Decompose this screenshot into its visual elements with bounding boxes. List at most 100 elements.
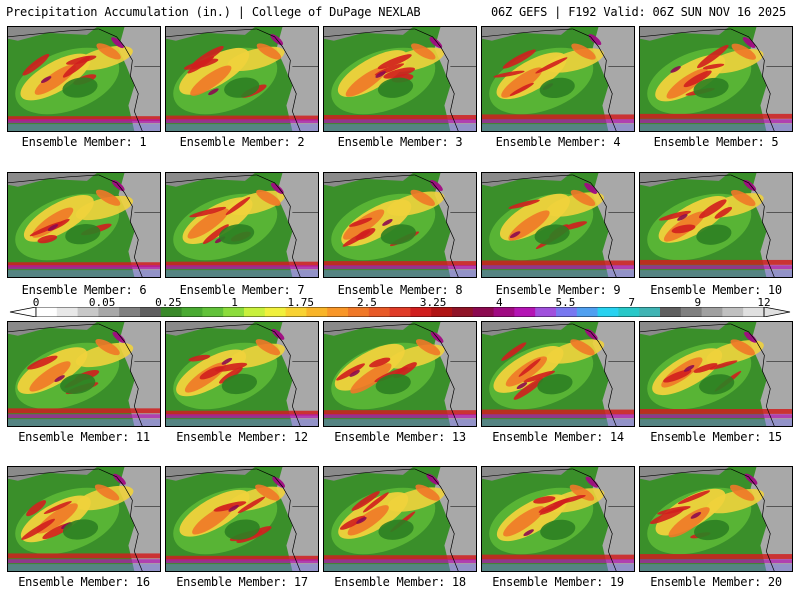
colorbar-left-arrow <box>9 307 37 317</box>
colorbar-swatch <box>98 307 120 317</box>
colorbar-swatch <box>410 307 432 317</box>
colorbar-tick-label: 1 <box>231 296 238 309</box>
colorbar-swatch <box>77 307 99 317</box>
member-label: Ensemble Member: 10 <box>650 283 782 297</box>
member-label: Ensemble Member: 5 <box>653 135 779 149</box>
precip-map <box>165 466 319 572</box>
colorbar-right-arrow <box>763 307 791 317</box>
ensemble-panel: Ensemble Member: 8 <box>323 172 477 297</box>
member-label: Ensemble Member: 2 <box>179 135 305 149</box>
colorbar-swatch <box>701 307 723 317</box>
colorbar-swatch <box>452 307 474 317</box>
precip-map <box>481 26 635 132</box>
colorbar-swatch <box>244 307 266 317</box>
member-label: Ensemble Member: 16 <box>18 575 150 589</box>
colorbar-swatch <box>327 307 349 317</box>
member-label: Ensemble Member: 3 <box>337 135 463 149</box>
colorbar-swatch <box>431 307 453 317</box>
colorbar-swatch <box>389 307 411 317</box>
ensemble-panel: Ensemble Member: 13 <box>323 321 477 445</box>
colorbar-tick-label: 2.5 <box>356 296 377 309</box>
ensemble-panel: Ensemble Member: 6 <box>7 172 161 297</box>
ensemble-panel: Ensemble Member: 1 <box>7 26 161 150</box>
ensemble-panel: Ensemble Member: 15 <box>639 321 793 445</box>
colorbar-tick-label: 7 <box>628 296 635 309</box>
ensemble-panel: Ensemble Member: 16 <box>7 466 161 590</box>
ensemble-panel: Ensemble Member: 7 <box>165 172 319 297</box>
precip-map <box>323 466 477 572</box>
colorbar-swatch <box>348 307 370 317</box>
colorbar-swatch <box>680 307 703 317</box>
colorbar-tick-label: 3.25 <box>419 296 447 309</box>
colorbar-swatch <box>140 307 162 317</box>
member-label: Ensemble Member: 8 <box>337 283 463 297</box>
colorbar-swatch <box>368 307 391 317</box>
ensemble-panel: Ensemble Member: 20 <box>639 466 793 590</box>
colorbar-swatch <box>660 307 682 317</box>
precip-map <box>323 172 477 278</box>
colorbar-swatch <box>514 307 536 317</box>
ensemble-panel: Ensemble Member: 11 <box>7 321 161 445</box>
member-label: Ensemble Member: 9 <box>495 283 621 297</box>
ensemble-panel: Ensemble Member: 17 <box>165 466 319 590</box>
member-label: Ensemble Member: 7 <box>179 283 305 297</box>
ensemble-panel: Ensemble Member: 5 <box>639 26 793 150</box>
colorbar-swatch <box>285 307 307 317</box>
colorbar-tick-label: 0 <box>32 296 40 309</box>
colorbar-swatch <box>722 307 744 317</box>
ensemble-panel: Ensemble Member: 14 <box>481 321 635 445</box>
ensemble-panel: Ensemble Member: 9 <box>481 172 635 297</box>
ensemble-panel: Ensemble Member: 4 <box>481 26 635 150</box>
member-label: Ensemble Member: 18 <box>334 575 466 589</box>
member-label: Ensemble Member: 11 <box>18 430 150 444</box>
colorbar-tick-label: 9 <box>694 296 702 309</box>
product-title: Precipitation Accumulation (in.) | Colle… <box>6 5 421 19</box>
member-label: Ensemble Member: 13 <box>334 430 466 444</box>
precip-map <box>323 26 477 132</box>
colorbar-tick-label: 0.25 <box>155 296 182 309</box>
precip-map <box>165 321 319 427</box>
colorbar-tick-label: 4 <box>495 296 503 309</box>
precip-map <box>7 172 161 278</box>
colorbar-swatch <box>306 307 328 317</box>
ensemble-panel: Ensemble Member: 3 <box>323 26 477 150</box>
header: Precipitation Accumulation (in.) | Colle… <box>0 0 800 24</box>
ensemble-panel: Ensemble Member: 12 <box>165 321 319 445</box>
colorbar-swatch <box>264 307 287 317</box>
member-label: Ensemble Member: 1 <box>21 135 147 149</box>
colorbar-swatch <box>181 307 203 317</box>
member-label: Ensemble Member: 15 <box>650 430 782 444</box>
member-label: Ensemble Member: 14 <box>492 430 624 444</box>
precip-map <box>639 321 793 427</box>
colorbar-tick-label: 0.05 <box>88 296 116 309</box>
colorbar-swatch <box>119 307 141 317</box>
colorbar-swatch <box>160 307 183 317</box>
ensemble-panel: Ensemble Member: 2 <box>165 26 319 150</box>
member-label: Ensemble Member: 12 <box>176 430 308 444</box>
precip-map <box>165 172 319 278</box>
member-label: Ensemble Member: 4 <box>495 135 621 149</box>
colorbar-tick-label: 1.75 <box>287 296 314 309</box>
colorbar-swatch <box>743 307 765 317</box>
ensemble-panel: Ensemble Member: 10 <box>639 172 793 297</box>
colorbar-tick-label: 12 <box>757 296 771 309</box>
colorbar-swatch <box>597 307 619 317</box>
colorbar-swatch <box>202 307 224 317</box>
colorbar-tick-label: 5.5 <box>555 296 576 309</box>
precip-map <box>7 466 161 572</box>
precip-map <box>639 26 793 132</box>
precip-map <box>7 321 161 427</box>
precip-map <box>481 466 635 572</box>
colorbar-swatch <box>535 307 557 317</box>
ensemble-panel: Ensemble Member: 19 <box>481 466 635 590</box>
precip-map <box>165 26 319 132</box>
precip-map <box>481 172 635 278</box>
member-label: Ensemble Member: 6 <box>21 283 147 297</box>
colorbar-strip <box>9 307 791 317</box>
ensemble-panel: Ensemble Member: 18 <box>323 466 477 590</box>
precip-map <box>639 172 793 278</box>
colorbar-swatch <box>556 307 578 317</box>
member-label: Ensemble Member: 19 <box>492 575 624 589</box>
precip-map <box>639 466 793 572</box>
colorbar-swatch <box>639 307 661 317</box>
